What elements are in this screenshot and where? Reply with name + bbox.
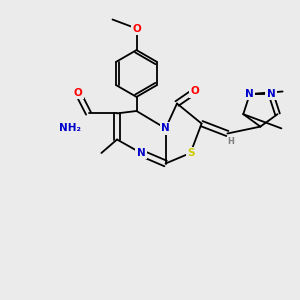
Text: N: N: [161, 123, 170, 134]
Text: NH₂: NH₂: [59, 123, 82, 134]
Text: N: N: [267, 89, 275, 99]
Text: H: H: [228, 137, 234, 146]
Text: N: N: [136, 148, 146, 158]
Text: O: O: [132, 23, 141, 34]
Text: O: O: [74, 88, 82, 98]
Text: O: O: [190, 86, 199, 97]
Text: N: N: [245, 89, 254, 99]
Text: S: S: [187, 148, 194, 158]
